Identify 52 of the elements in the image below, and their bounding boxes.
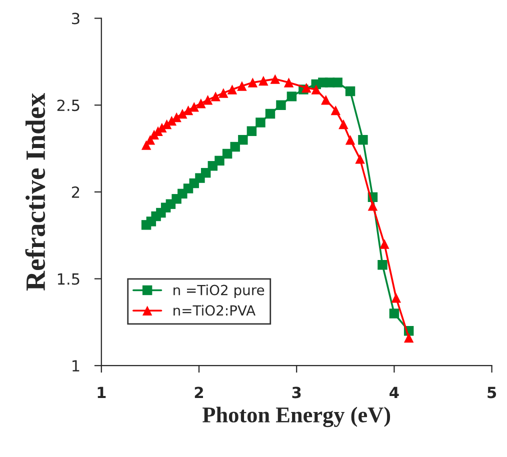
- y-axis-title: Refractive Index: [25, 92, 46, 291]
- y-tick-label: 2: [72, 186, 80, 198]
- point: [227, 84, 238, 94]
- point: [237, 81, 247, 91]
- point: [256, 118, 266, 128]
- y-tick-label: 1.5: [58, 273, 80, 285]
- x-tick-label: 4: [390, 386, 399, 398]
- point: [301, 82, 312, 93]
- point: [311, 84, 321, 94]
- y-tick-label: 3: [72, 12, 80, 24]
- point: [345, 134, 356, 145]
- legend-label: n=TiO2:PVA: [174, 304, 256, 316]
- point: [378, 260, 388, 270]
- point: [330, 105, 340, 116]
- y-tick-label: 2.5: [57, 100, 80, 112]
- point: [276, 100, 286, 110]
- x-axis-title: Photon Energy (eV): [202, 406, 390, 428]
- point: [338, 119, 348, 130]
- point: [404, 332, 414, 343]
- point: [258, 76, 268, 86]
- point: [332, 78, 342, 88]
- point: [368, 200, 378, 211]
- point: [178, 108, 188, 119]
- x-tick-label: 2: [194, 386, 203, 398]
- x-tick-label: 3: [292, 386, 301, 398]
- point: [214, 156, 224, 166]
- point: [210, 92, 220, 102]
- point: [389, 308, 400, 318]
- point: [183, 105, 194, 116]
- legend-label: n =TiO2 pure: [174, 284, 264, 298]
- point: [238, 134, 248, 145]
- point: [196, 98, 206, 108]
- point: [321, 95, 331, 105]
- point: [218, 88, 228, 98]
- point: [248, 78, 258, 88]
- point: [189, 102, 199, 112]
- point: [230, 142, 240, 152]
- point: [355, 154, 365, 164]
- point: [284, 78, 294, 88]
- point: [265, 108, 276, 119]
- point: [222, 148, 232, 159]
- x-tick-label: 5: [488, 386, 496, 398]
- point: [286, 92, 297, 102]
- point: [345, 86, 356, 96]
- point: [202, 95, 213, 105]
- point: [358, 134, 368, 145]
- point: [270, 74, 280, 84]
- x-tick-label: 1: [98, 386, 106, 398]
- point: [246, 126, 257, 136]
- point: [380, 239, 390, 249]
- point: [391, 293, 402, 303]
- y-tick-label: 1: [72, 360, 80, 372]
